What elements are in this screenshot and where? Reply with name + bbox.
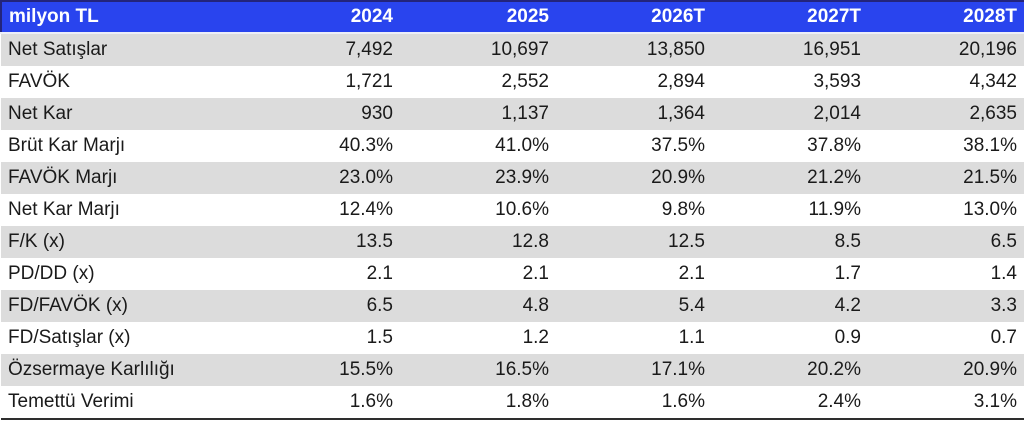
cell-value: 1,137 [501,103,549,124]
column-header-2027t: 2027T [713,0,869,34]
cell-value: 5.4 [678,295,705,316]
cell-value: 16,951 [802,39,861,60]
cell-value: 13,850 [646,39,705,60]
row-label: FD/FAVÖK (x) [8,295,128,316]
cell-value: 2.1 [522,263,549,284]
table-row-temettu-verimi: Temettü Verimi 1.6% 1.8% 1.6% 2.4% 3.1% [1,386,1024,420]
cell-value: 2,635 [969,103,1017,124]
cell-value: 40.3% [339,135,393,156]
cell-value: 41.0% [495,135,549,156]
table-row-brut-kar-marji: Brüt Kar Marjı 40.3% 41.0% 37.5% 37.8% 3… [1,130,1024,162]
cell-value: 2.4% [713,386,869,420]
table-row-net-kar-marji: Net Kar Marjı 12.4% 10.6% 9.8% 11.9% 13.… [1,194,1024,226]
cell-value: 2,894 [657,71,705,92]
cell-value: 2.1 [678,263,705,284]
table-header-row: milyon TL 2024 2025 2026T 2027T 2028T [0,0,1024,34]
cell-value: 16.5% [495,359,549,380]
cell-value: 20.9% [651,167,705,188]
cell-value: 23.9% [495,167,549,188]
table-row-net-satislar: Net Satışlar 7,492 10,697 13,850 16,951 … [1,33,1024,66]
cell-value: 9.8% [661,199,705,220]
row-label: Net Kar [8,103,73,124]
cell-value: 13.0% [963,199,1017,220]
table-row-favok-marji: FAVÖK Marjı 23.0% 23.9% 20.9% 21.2% 21.5… [1,162,1024,194]
cell-value: 2,014 [813,103,861,124]
table-row-pddd: PD/DD (x) 2.1 2.1 2.1 1.7 1.4 [1,258,1024,290]
cell-value: 930 [361,103,393,124]
column-header-2024: 2024 [245,0,401,34]
column-header-2028t: 2028T [869,0,1024,34]
cell-value: 21.5% [963,167,1017,188]
cell-value: 12.8 [512,231,549,252]
cell-value: 20,196 [958,39,1017,60]
table-row-fk: F/K (x) 13.5 12.8 12.5 8.5 6.5 [1,226,1024,258]
row-label: FAVÖK Marjı [8,167,118,188]
cell-value: 4,342 [969,71,1017,92]
row-label: Net Kar Marjı [8,199,120,220]
cell-value: 20.2% [807,359,861,380]
cell-value: 1,364 [657,103,705,124]
cell-value: 0.9 [834,327,861,348]
row-label: Temettü Verimi [1,386,245,420]
cell-value: 13.5 [356,231,393,252]
cell-value: 1,721 [345,71,393,92]
cell-value: 38.1% [963,135,1017,156]
column-header-2026t: 2026T [557,0,713,34]
cell-value: 3.1% [869,386,1024,420]
cell-value: 6.5 [366,295,393,316]
row-label: Brüt Kar Marjı [8,135,126,156]
row-label: FAVÖK [8,71,70,92]
cell-value: 4.8 [522,295,549,316]
table-row-favok: FAVÖK 1,721 2,552 2,894 3,593 4,342 [1,66,1024,98]
cell-value: 12.4% [339,199,393,220]
cell-value: 2,552 [501,71,549,92]
cell-value: 37.8% [807,135,861,156]
cell-value: 11.9% [808,199,861,220]
row-label: Net Satışlar [8,39,108,60]
cell-value: 10.6% [495,199,549,220]
cell-value: 1.5 [366,327,393,348]
column-header-2025: 2025 [401,0,557,34]
cell-value: 20.9% [963,359,1017,380]
cell-value: 1.4 [990,263,1017,284]
cell-value: 23.0% [339,167,393,188]
table-row-ozsermaye-karliligi: Özsermaye Karlılığı 15.5% 16.5% 17.1% 20… [1,354,1024,386]
row-label: FD/Satışlar (x) [8,327,131,348]
table-row-fdfavok: FD/FAVÖK (x) 6.5 4.8 5.4 4.2 3.3 [1,290,1024,322]
cell-value: 1.7 [834,263,861,284]
unit-label-header: milyon TL [0,0,245,34]
cell-value: 3,593 [813,71,861,92]
cell-value: 1.6% [557,386,713,420]
cell-value: 6.5 [990,231,1017,252]
cell-value: 7,492 [345,39,393,60]
cell-value: 12.5 [668,231,705,252]
cell-value: 15.5% [339,359,393,380]
cell-value: 3.3 [990,295,1017,316]
cell-value: 17.1% [651,359,705,380]
cell-value: 8.5 [834,231,861,252]
cell-value: 21.2% [807,167,861,188]
table-row-fdsatislar: FD/Satışlar (x) 1.5 1.2 1.1 0.9 0.7 [1,322,1024,354]
cell-value: 10,697 [490,39,549,60]
cell-value: 1.6% [245,386,401,420]
cell-value: 4.2 [834,295,861,316]
cell-value: 2.1 [366,263,393,284]
row-label: PD/DD (x) [8,263,95,284]
cell-value: 0.7 [990,327,1017,348]
cell-value: 1.1 [678,327,705,348]
table-row-net-kar: Net Kar 930 1,137 1,364 2,014 2,635 [1,98,1024,130]
row-label: Özsermaye Karlılığı [8,359,175,380]
cell-value: 1.8% [401,386,557,420]
cell-value: 37.5% [651,135,705,156]
row-label: F/K (x) [8,231,65,252]
cell-value: 1.2 [522,327,549,348]
